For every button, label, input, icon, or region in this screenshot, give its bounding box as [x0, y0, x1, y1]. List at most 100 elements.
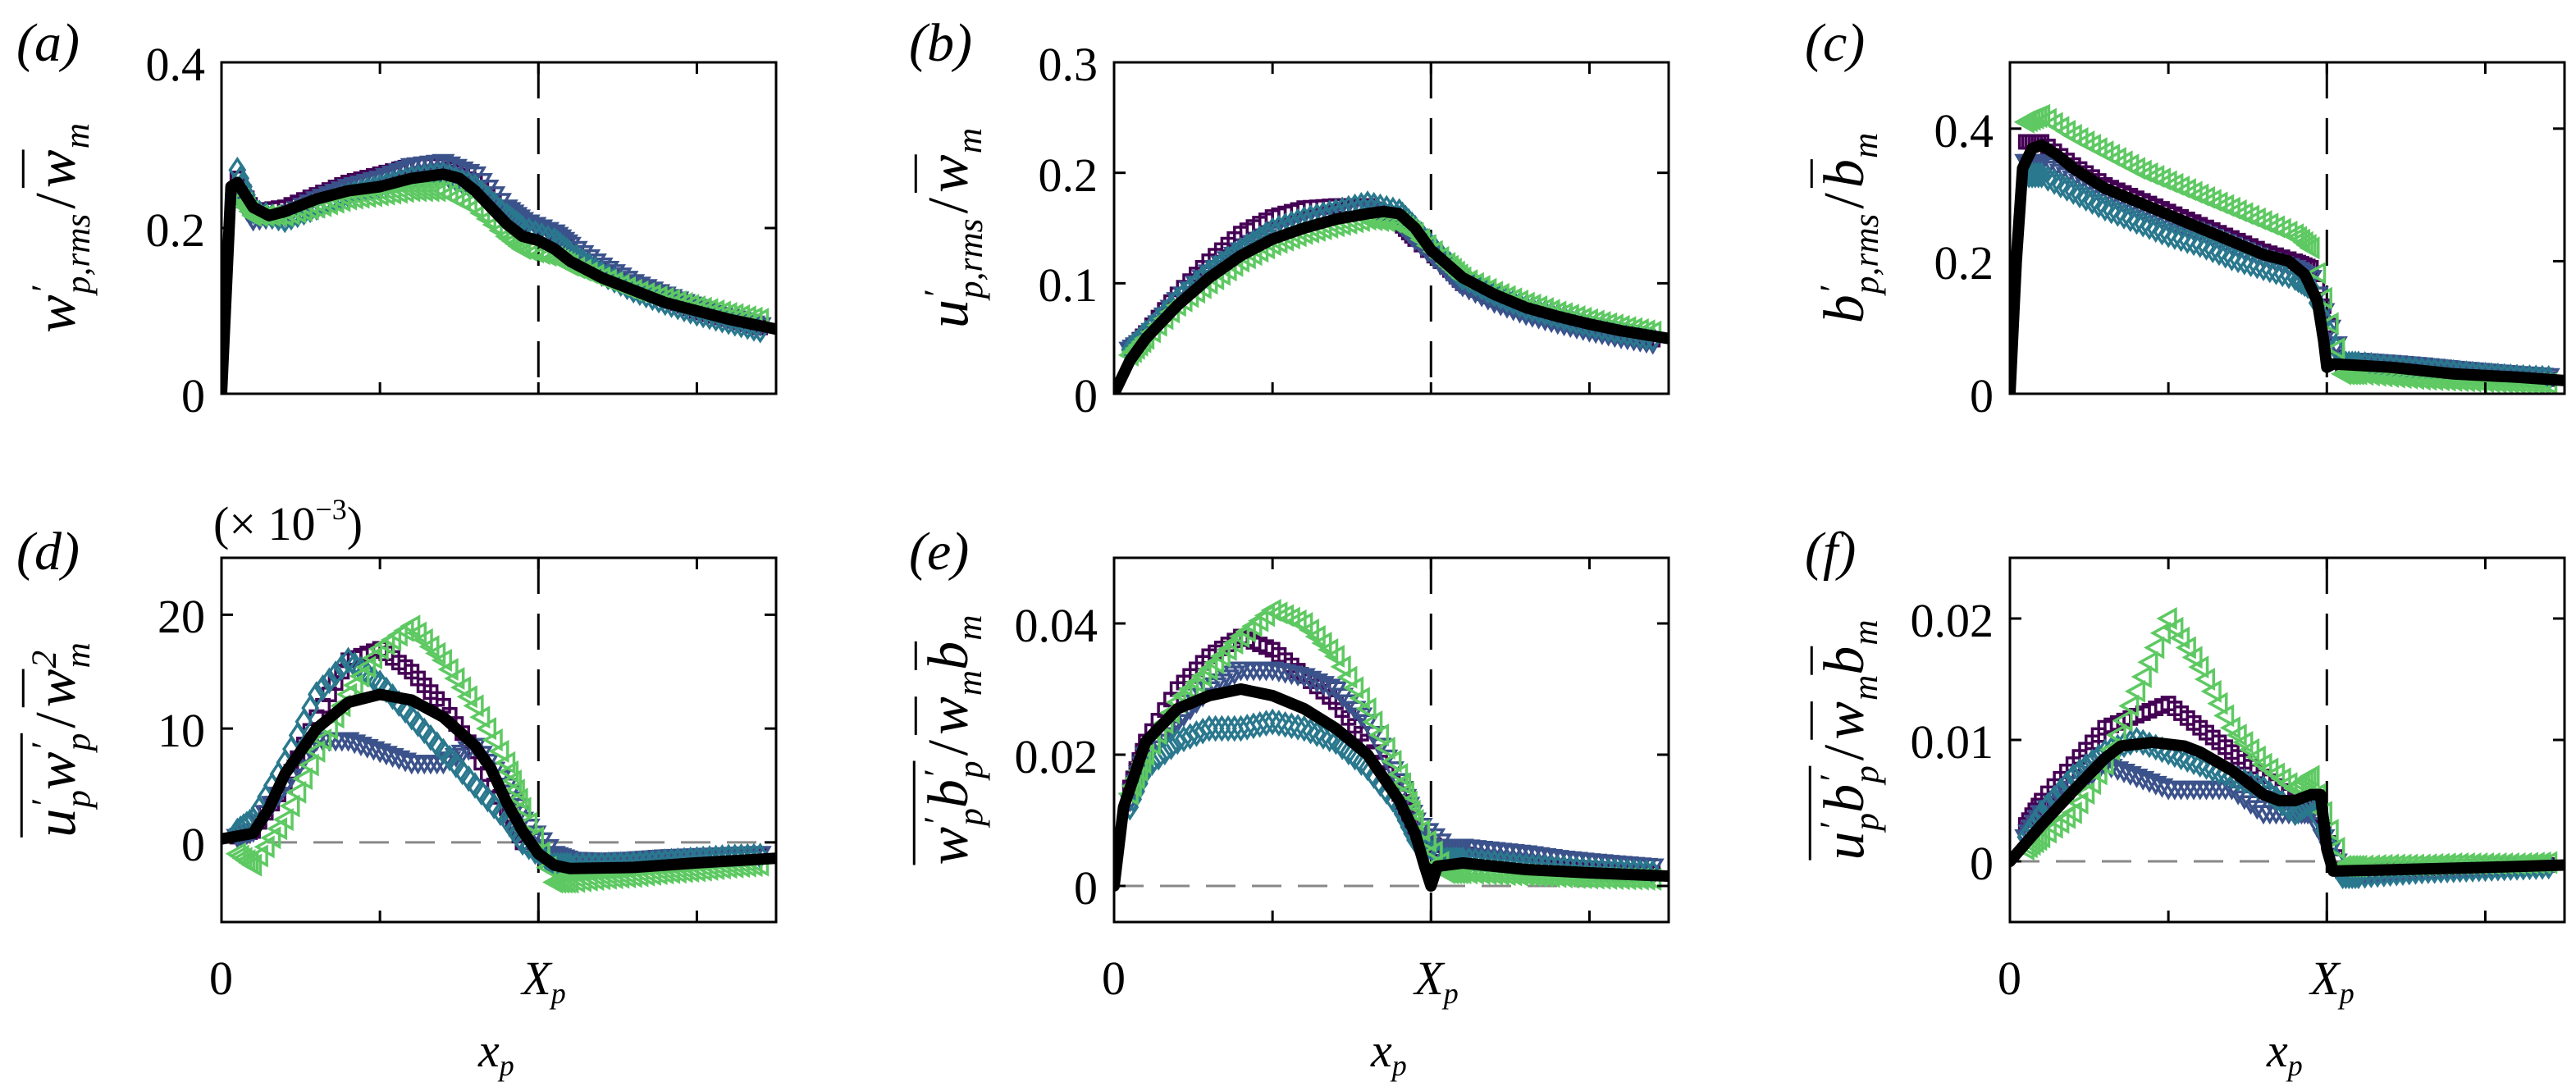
- x-label-subscript: p: [2287, 1048, 2303, 1082]
- label-separator: /: [917, 739, 981, 756]
- panel-c: [2008, 61, 2566, 395]
- scatter-marker-diamond: [1206, 714, 1225, 742]
- scatter-marker-diamond: [2254, 254, 2272, 281]
- y-axis-label: u ′ p b ′ p/w m b m: [1809, 619, 1886, 861]
- label-separator: /: [25, 712, 89, 728]
- scatter-marker-diamond: [2260, 256, 2279, 284]
- scatter-marker-triangle-left: [1342, 676, 1364, 700]
- panel-label: (c): [1805, 13, 1866, 73]
- label-group: u ′ p,rms: [917, 218, 990, 329]
- scatter-marker-triangle-left: [2181, 646, 2203, 669]
- label-symbol: w: [917, 154, 981, 193]
- scatter-marker-triangle-left: [2299, 236, 2320, 260]
- scatter-marker-diamond: [2172, 225, 2190, 253]
- label-subscript: m: [949, 614, 989, 641]
- panel-label: (f): [1805, 522, 1857, 582]
- scatter-marker-diamond: [2178, 226, 2197, 254]
- label-superscript: ′: [916, 770, 957, 779]
- scatter-markers: [2013, 607, 2560, 890]
- label-superscript: ′: [24, 800, 64, 808]
- y-tick-label: 0.01: [1910, 715, 1994, 769]
- scatter-marker-diamond: [313, 673, 332, 701]
- label-spacer: [29, 123, 61, 148]
- x-label-subscript: p: [499, 1048, 514, 1082]
- multiplier-exponent: −3: [315, 493, 347, 526]
- label-symbol: w: [25, 751, 89, 791]
- label-subscript: m: [1845, 619, 1885, 646]
- label-scripts: m: [921, 614, 989, 641]
- label-subscript: m: [58, 642, 98, 669]
- scatter-markers: [1117, 599, 1665, 891]
- label-subscript: p: [1847, 765, 1886, 783]
- x-tick-symbol: X: [2310, 952, 2340, 1005]
- label-spacer: [1817, 675, 1849, 701]
- axes-box: [220, 61, 778, 395]
- scatter-marker-triangle-left: [2156, 607, 2177, 630]
- scatter-marker-diamond: [1168, 728, 1187, 756]
- label-superscript: ′: [24, 742, 64, 751]
- scatter-marker-triangle-left: [260, 826, 281, 850]
- label-symbol: u: [917, 299, 981, 329]
- y-tick-label: 0.2: [145, 203, 206, 257]
- scatter-marker-square: [2039, 785, 2056, 801]
- scatter-marker-triangle-left: [2226, 724, 2247, 747]
- x-label-symbol: x: [1371, 1024, 1392, 1077]
- scatter-marker-triangle-left: [311, 728, 332, 751]
- scatter-marker-square: [2148, 701, 2164, 716]
- scatter-marker-triangle-left: [272, 808, 294, 832]
- scatter-marker-triangle-left: [1422, 840, 1443, 864]
- scatter-marker-diamond: [1225, 714, 1244, 742]
- scatter-marker-triangle-left: [241, 853, 263, 877]
- y-tick-label: 0.02: [1910, 594, 1994, 647]
- label-scripts: m: [1817, 674, 1885, 701]
- multiplier-prefix: (× 10: [213, 497, 316, 551]
- label-symbol: b: [917, 779, 981, 809]
- panel-b: [1112, 61, 1670, 395]
- y-tick-label: 0.02: [1014, 730, 1098, 783]
- scatter-marker-triangle-left: [1349, 687, 1370, 710]
- panel-label: (d): [16, 522, 80, 582]
- label-symbol: u: [1813, 831, 1877, 861]
- scatter-marker-triangle-left: [2188, 655, 2209, 679]
- axis-multiplier: (× 10−3): [213, 495, 363, 548]
- y-tick-label: 0: [1970, 369, 1994, 422]
- scatter-marker-triangle-left: [2318, 312, 2339, 336]
- scatter-marker-triangle-left: [1362, 710, 1383, 733]
- label-subscript: p,rms: [58, 213, 98, 294]
- label-scripts: ′ p: [916, 760, 990, 779]
- y-tick-label: 0: [181, 369, 205, 422]
- scatter-marker-triangle-left: [298, 753, 319, 777]
- label-subscript: m: [1845, 674, 1885, 701]
- scatter-marker-diamond: [2267, 258, 2286, 285]
- y-tick-label: 0.2: [1038, 148, 1098, 202]
- label-scripts: m: [921, 670, 989, 696]
- scatter-marker-triangle-left: [469, 705, 491, 729]
- label-separator: /: [1813, 193, 1877, 209]
- label-subscript: m: [949, 127, 989, 154]
- scatter-marker-triangle-left: [1390, 772, 1412, 796]
- scatter-marker-diamond: [1175, 725, 1193, 753]
- y-axis-label: u ′ p w ′ p/w 2 m: [21, 642, 98, 838]
- label-symbol: w: [25, 669, 89, 708]
- scatter-marker-triangle-left: [1393, 781, 1414, 805]
- scatter-marker-triangle-left: [2061, 801, 2082, 824]
- y-tick-label: 20: [158, 590, 205, 644]
- x-tick-label-Xp: Xp: [2310, 955, 2354, 1009]
- scatter-marker-triangle-down: [1318, 678, 1341, 699]
- scatter-marker-triangle-left: [1330, 655, 1351, 678]
- scatter-marker-diamond: [1187, 720, 1206, 747]
- y-tick-label: 10: [158, 704, 205, 758]
- scatter-marker-triangle-left: [2175, 636, 2196, 660]
- scatter-marker-triangle-left: [456, 685, 477, 709]
- label-scripts: ′ p,rms: [917, 218, 990, 299]
- label-scripts: m: [921, 127, 989, 154]
- label-scripts: ′ p: [917, 808, 990, 826]
- label-spacer: [1817, 133, 1849, 158]
- scatter-marker-triangle-left: [349, 664, 370, 688]
- scatter-marker-triangle-left: [1336, 665, 1358, 689]
- scatter-marker-triangle-left: [2074, 782, 2095, 806]
- panel-a: [220, 61, 778, 395]
- panel-label: (e): [909, 522, 970, 582]
